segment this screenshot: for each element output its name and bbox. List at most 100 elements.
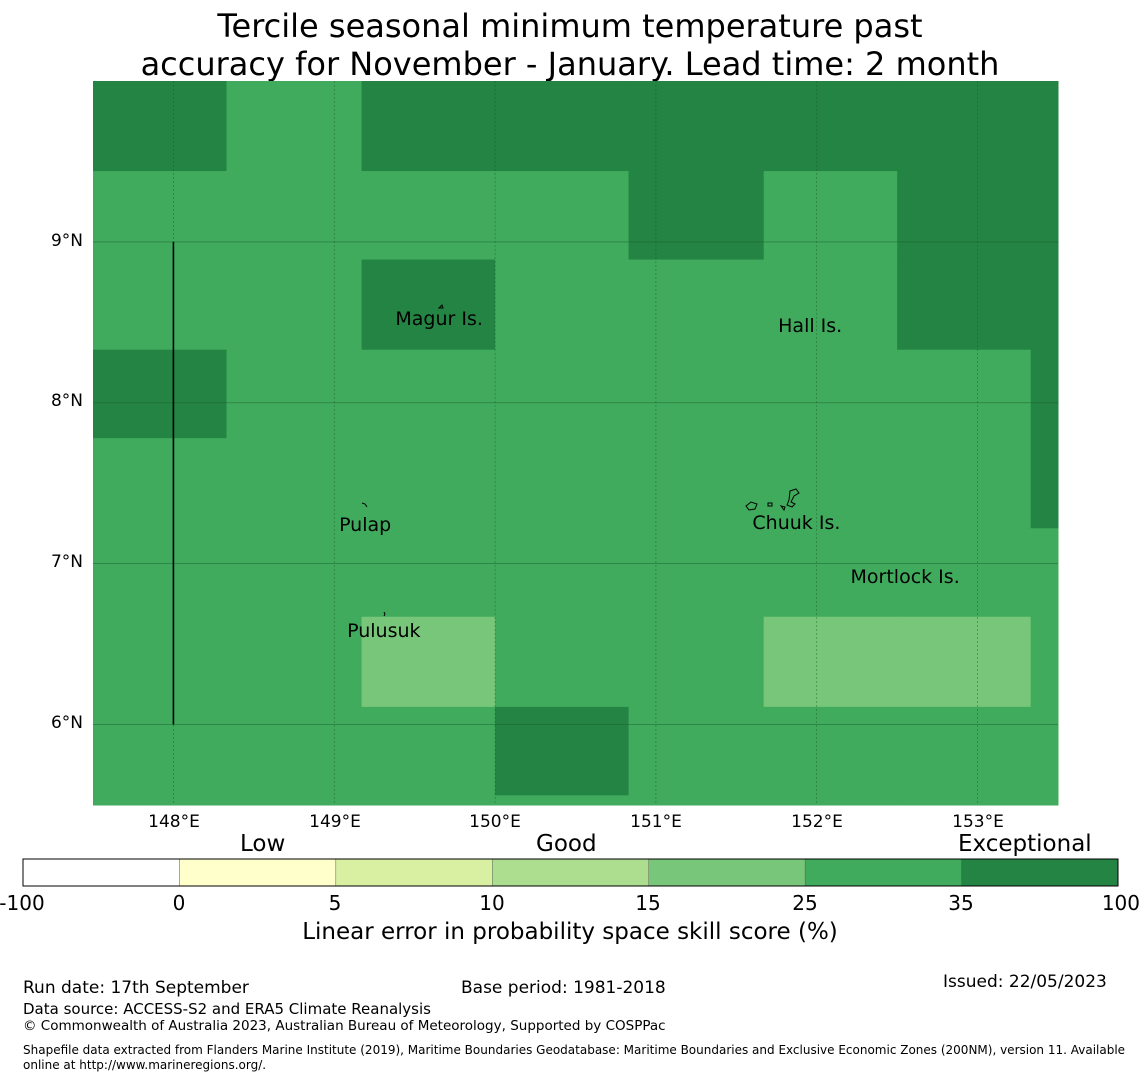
lon-label-153e: 153°E [952, 812, 1004, 832]
grid-cell [361, 438, 496, 529]
grid-cell [1030, 171, 1059, 261]
grid-cell [1030, 81, 1059, 172]
colorbar-bin [22, 858, 180, 887]
grid-cell [495, 349, 630, 439]
grid-cell [897, 795, 1032, 806]
place-label-pulusuk: Pulusuk [347, 620, 421, 643]
grid-cell [763, 259, 898, 351]
colorbar-category-exceptional: Exceptional [958, 831, 1092, 857]
colorbar-category-low: Low [240, 831, 286, 857]
lat-label-6n: 6°N [50, 713, 83, 733]
colorbar-bin [335, 858, 493, 887]
grid-cell [763, 438, 898, 529]
colorbar-bin [804, 858, 962, 887]
grid-cell [93, 171, 227, 261]
grid-cell [226, 171, 363, 261]
grid-cell [897, 171, 1032, 261]
grid-cell [495, 706, 630, 796]
place-label-chuuk-is: Chuuk Is. [752, 512, 841, 535]
grid-cell [628, 81, 765, 172]
grid-cell [226, 259, 363, 351]
run-date: Run date: 17th September [23, 978, 249, 998]
grid-cell [1030, 438, 1059, 529]
colorbar-tick-35: 35 [948, 891, 974, 915]
copyright-notice: © Commonwealth of Australia 2023, Austra… [23, 1018, 666, 1034]
grid-cell [93, 795, 227, 806]
grid-cell [93, 706, 227, 796]
grid-cell [897, 616, 1032, 708]
magur-island-outline [437, 304, 444, 309]
chuuk-island-outline [745, 488, 800, 512]
colorbar-bin [648, 858, 806, 887]
colorbar-tick-15: 15 [635, 891, 661, 915]
grid-cell [628, 349, 765, 439]
grid-cell [93, 349, 227, 439]
grid-cell [897, 259, 1032, 351]
lat-label-7n: 7°N [50, 552, 83, 572]
colorbar-tick-0: 0 [172, 891, 186, 915]
grid-cell [1030, 259, 1059, 351]
grid-cell [93, 616, 227, 708]
grid-cell [361, 616, 496, 708]
colorbar-bin [961, 858, 1119, 887]
grid-cell [1030, 795, 1059, 806]
grid-cell [226, 81, 363, 172]
grid-cell [763, 81, 898, 172]
grid-cell [897, 81, 1032, 172]
grid-cell [495, 438, 630, 529]
grid-cell [897, 528, 1032, 618]
grid-cell [93, 528, 227, 618]
lon-label-149e: 149°E [309, 812, 361, 832]
grid-cell [628, 438, 765, 529]
grid-cell [1030, 528, 1059, 618]
grid-cell [226, 349, 363, 439]
grid-cell [763, 706, 898, 796]
colorbar-bin [179, 858, 337, 887]
grid-cell [628, 706, 765, 796]
base-period: Base period: 1981-2018 [461, 978, 666, 998]
grid-cell [628, 528, 765, 618]
grid-cell [226, 795, 363, 806]
chart-title-line-2: accuracy for November - January. Lead ti… [140, 45, 1000, 83]
grid-cell [226, 438, 363, 529]
grid-cell [1030, 706, 1059, 796]
grid-cell [763, 616, 898, 708]
pulap-island-outline [361, 502, 368, 508]
lon-label-152e: 152°E [791, 812, 843, 832]
grid-cell [763, 349, 898, 439]
lon-label-148e: 148°E [148, 812, 200, 832]
grid-cell [361, 259, 496, 351]
grid-cell [628, 171, 765, 261]
lon-label-151e: 151°E [630, 812, 682, 832]
grid-cell [628, 259, 765, 351]
colorbar-category-good: Good [536, 831, 597, 857]
colorbar-bin [492, 858, 649, 887]
grid-cell [361, 706, 496, 796]
chart-title-line-1: Tercile seasonal minimum temperature pas… [217, 7, 923, 45]
grid-cell [495, 795, 630, 806]
grid-cell [226, 616, 363, 708]
grid-cell [93, 438, 227, 529]
grid-cell [495, 616, 630, 708]
skill-grid [93, 81, 1059, 806]
grid-cell [897, 349, 1032, 439]
island-outlines [361, 304, 800, 617]
issued-date: Issued: 22/05/2023 [943, 972, 1107, 992]
grid-cell [93, 81, 227, 172]
grid-cell [495, 171, 630, 261]
place-label-pulap: Pulap [339, 514, 392, 537]
grid-cell [93, 259, 227, 351]
grid-cell [361, 349, 496, 439]
colorbar-title: Linear error in probability space skill … [302, 919, 838, 945]
colorbar-frame [22, 858, 1119, 887]
grid-cell [226, 706, 363, 796]
grid-cell [1030, 349, 1059, 439]
grid-cell [361, 81, 496, 172]
grid-cell [361, 795, 496, 806]
lat-label-9n: 9°N [50, 231, 83, 251]
grid-cell [897, 438, 1032, 529]
place-label-magur-is: Magur Is. [395, 308, 483, 331]
colorbar [22, 858, 1119, 887]
colorbar-tick-minus100: -100 [0, 891, 45, 915]
